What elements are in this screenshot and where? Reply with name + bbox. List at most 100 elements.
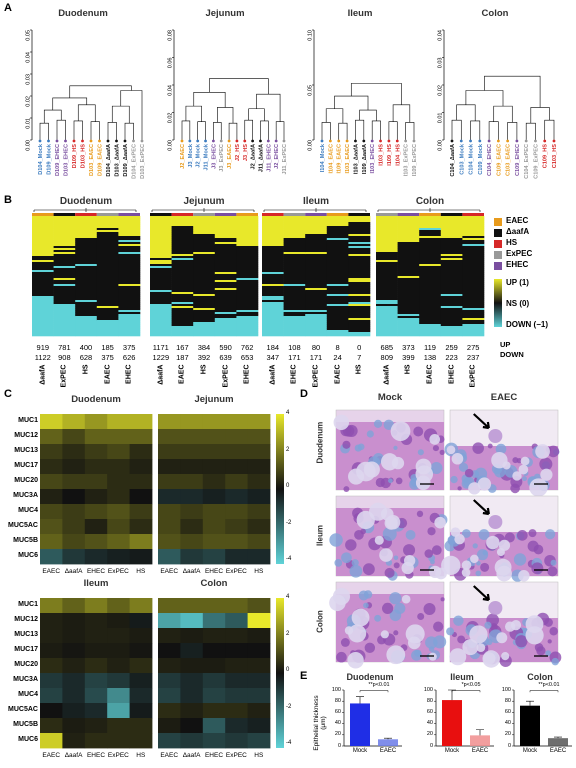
- heatmap-c-row-label: MUC1: [18, 600, 38, 608]
- bar-chart-ytick: 40: [334, 720, 341, 727]
- bar-chart-xtick: Mock: [444, 748, 460, 754]
- dendrogram-leaf-label: D109_EHEC: [55, 144, 61, 176]
- dendrogram-leaf-label: J2_EHEC: [274, 144, 280, 169]
- heatmap-b-up-count: 275: [466, 343, 480, 352]
- heatmap-b-col-label: ExPEC: [222, 364, 230, 388]
- heatmap-c-colorbar-tick: -4: [286, 740, 292, 746]
- dendrogram-leaf-marker: [72, 139, 76, 143]
- bar-chart-ylabel: Epithelial thickness (μm): [313, 695, 327, 751]
- heatmap-b-up-count: 400: [79, 343, 93, 352]
- dendrogram-ytick: 0.05: [26, 30, 32, 41]
- dendrogram-leaf-label: D109_ΔaafA: [123, 144, 129, 177]
- dendrogram-leaf-marker: [227, 139, 231, 143]
- bar-chart-title: Colon: [527, 672, 553, 682]
- heatmap-c-row-label: MUC5B: [13, 720, 38, 728]
- heatmap-c-colorbar-tick: 2: [286, 630, 290, 637]
- heatmap-b-down-count: 171: [309, 353, 323, 362]
- heatmap-c-colorbar-tick: 0: [286, 483, 290, 489]
- histology-col-title: EAEC: [490, 392, 518, 403]
- histology-row-label: Ileum: [315, 525, 325, 546]
- heatmap-b-down-count: 628: [79, 353, 93, 362]
- dendrogram-ytick: 0.02: [168, 113, 174, 124]
- dendrogram-leaf-label: D103_ΔaafA: [115, 144, 121, 177]
- dendrogram-leaf-marker: [515, 139, 519, 143]
- heatmap-c-col-label: EHEC: [86, 568, 106, 575]
- bar-chart-ytick: 60: [334, 708, 341, 715]
- heatmap-c-col-label: ExPEC: [225, 568, 247, 575]
- histology-col-title: Mock: [377, 392, 403, 403]
- dendrogram-leaf-label: D109_EAEC: [98, 144, 104, 176]
- dendrogram-leaf-label: J3_Mock: [188, 143, 194, 168]
- dendrogram-ytick: 0.04: [438, 30, 444, 41]
- significance-label: **p<0.01: [368, 682, 390, 688]
- heatmap-c-colorbar-tick: -4: [286, 556, 292, 562]
- dendrogram-leaf-marker: [459, 139, 463, 143]
- heatmap-b-down-count: 7: [357, 353, 362, 362]
- heatmap-b-col-label: ΔaafA: [269, 364, 277, 385]
- heatmap-c-row-label: MUC12: [14, 615, 38, 623]
- legend-strain-label: EAEC: [506, 216, 529, 225]
- dendrogram-leaf-marker: [328, 139, 332, 143]
- dendrogram-leaf-marker: [552, 139, 556, 143]
- error-bar: [356, 696, 364, 704]
- bar-chart-ytick: 100: [423, 686, 433, 693]
- heatmap-c-row-label: MUC5AC: [8, 521, 38, 529]
- heatmap-b-up-count: 373: [402, 343, 415, 352]
- heatmap-c-col-label: HS: [254, 752, 264, 759]
- arrow-icon: [473, 413, 490, 430]
- dendrogram-ytick: 0.05: [308, 85, 314, 96]
- bar-chart-ytick: 80: [504, 697, 511, 704]
- panel-label-d: D: [300, 388, 308, 400]
- heatmap-c-col-label: EAEC: [160, 752, 179, 759]
- heatmap-b-down-count: 375: [101, 353, 114, 362]
- heatmap-b-up-count: 108: [288, 343, 301, 352]
- dendrogram-leaf-label: J2_ΔaafA: [251, 144, 257, 169]
- bar-chart-ytick: 60: [426, 708, 433, 715]
- dendrogram-ytick: 0.10: [308, 30, 314, 41]
- legend-strain-label: ExPEC: [506, 249, 533, 258]
- heatmap-b-col-label: EHEC: [290, 364, 298, 384]
- heatmap-c-col-label: EAEC: [42, 568, 61, 575]
- error-bar: [476, 729, 484, 736]
- bar-chart-ytick: 0: [337, 742, 341, 749]
- heatmap-c-colorbar-tick: 4: [286, 594, 290, 600]
- heatmap-c-svg: [40, 414, 153, 565]
- dendrogram-leaf-label: D104_ExPEC: [132, 144, 138, 179]
- heatmap-b-down-count: 1229: [152, 353, 170, 362]
- bar: [520, 705, 540, 746]
- error-bar: [554, 736, 562, 739]
- heatmap-b-down-count: 399: [402, 353, 415, 362]
- arrow-icon: [473, 499, 490, 516]
- dendrogram-leaf-marker: [370, 139, 374, 143]
- dendrogram-leaf-marker: [55, 139, 59, 143]
- bar-chart-xtick: EAEC: [549, 748, 567, 754]
- heatmap-b-up-count: 685: [380, 343, 394, 352]
- dendrogram-leaf-label: C109_Mock: [478, 143, 484, 175]
- bar-chart-ytick: 80: [334, 697, 341, 704]
- dendrogram-leaf-label: D104_Mock: [38, 143, 44, 175]
- heatmap-c-col-label: EHEC: [86, 752, 106, 759]
- heatmap-b-svg: [150, 208, 259, 337]
- heatmap-b-up-count: 781: [58, 343, 71, 352]
- dendrogram-leaf-marker: [243, 139, 247, 143]
- bar-chart-ytick: 100: [501, 686, 511, 693]
- heatmap-b-down-count: 1122: [34, 353, 51, 362]
- error-bar: [384, 737, 392, 740]
- dendrogram-leaf-marker: [204, 139, 207, 143]
- bar: [378, 739, 398, 746]
- bar-chart-ytick: 20: [426, 731, 433, 738]
- dendrogram-leaf-marker: [81, 139, 84, 143]
- dendrogram-leaf-marker: [235, 139, 239, 143]
- dendrogram-ytick: 0.00: [308, 140, 314, 151]
- dendrogram-leaf-marker: [379, 139, 382, 143]
- heatmap-b-down-count: 392: [197, 353, 211, 362]
- dendrogram-leaf-marker: [320, 139, 324, 143]
- legend-strain-label: HS: [506, 238, 518, 247]
- dendrogram-leaf-marker: [487, 139, 491, 143]
- dendrogram-leaf-label: I103_ExPEC: [404, 144, 410, 176]
- heatmap-b-col-label: EAEC: [104, 364, 112, 384]
- dendrogram-svg: 0.00 0.02 0.04 0.06 0.08 J2_EAEC J3_Mock J2_Moc…: [168, 29, 288, 174]
- legend-colorbar: [494, 279, 502, 327]
- heatmap-b-down-count: 908: [58, 353, 71, 362]
- dendrogram-leaf-label: I104_Mock: [320, 143, 326, 172]
